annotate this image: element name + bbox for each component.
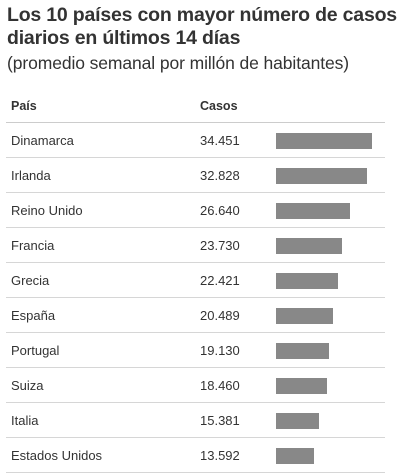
country-label: Portugal	[11, 343, 60, 358]
cases-bar	[276, 378, 327, 394]
cases-value: 32.828	[200, 168, 240, 183]
cases-bar	[276, 413, 319, 429]
table-header-row: País Casos	[6, 94, 385, 123]
country-label: Italia	[11, 413, 39, 428]
country-label: Estados Unidos	[11, 448, 103, 463]
cases-value: 34.451	[200, 133, 240, 148]
cases-bar	[276, 343, 329, 359]
table-row: España 20.489	[6, 298, 385, 333]
table-row: Reino Unido 26.640	[6, 193, 385, 228]
cases-bar	[276, 273, 338, 289]
cases-value: 13.592	[200, 448, 240, 463]
table-row: Portugal 19.130	[6, 333, 385, 368]
table-row: Suiza 18.460	[6, 368, 385, 403]
cases-value: 15.381	[200, 413, 240, 428]
country-label: Irlanda	[11, 168, 51, 183]
table-row: Francia 23.730	[6, 228, 385, 263]
cases-value: 23.730	[200, 238, 240, 253]
table-body: Dinamarca 34.451 Irlanda 32.828 Reino Unido 2…	[6, 123, 385, 473]
table-row: Irlanda 32.828	[6, 158, 385, 193]
cases-bar	[276, 133, 372, 149]
country-label: Reino Unido	[11, 203, 83, 218]
header-country: País	[11, 99, 37, 113]
cases-value: 18.460	[200, 378, 240, 393]
cases-value: 22.421	[200, 273, 240, 288]
table-row: Estados Unidos 13.592	[6, 438, 385, 473]
table-row: Dinamarca 34.451	[6, 123, 385, 158]
country-label: Grecia	[11, 273, 50, 288]
cases-bar	[276, 203, 350, 219]
country-label: Dinamarca	[11, 133, 74, 148]
chart-title: Los 10 países con mayor número de casos …	[7, 4, 397, 49]
country-label: España	[11, 308, 56, 323]
cases-bar	[276, 168, 367, 184]
country-label: Suiza	[11, 378, 44, 393]
cases-bar	[276, 308, 333, 324]
country-label: Francia	[11, 238, 55, 253]
table-row: Italia 15.381	[6, 403, 385, 438]
table-row: Grecia 22.421	[6, 263, 385, 298]
chart-subtitle: (promedio semanal por millón de habitant…	[7, 53, 349, 73]
cases-bar	[276, 238, 342, 254]
cases-value: 19.130	[200, 343, 240, 358]
cases-value: 20.489	[200, 308, 240, 323]
cases-value: 26.640	[200, 203, 240, 218]
cases-table: País Casos Dinamarca 34.451 Irlanda 32.828 R…	[6, 94, 385, 473]
cases-bar	[276, 448, 314, 464]
header-cases: Casos	[200, 99, 238, 113]
